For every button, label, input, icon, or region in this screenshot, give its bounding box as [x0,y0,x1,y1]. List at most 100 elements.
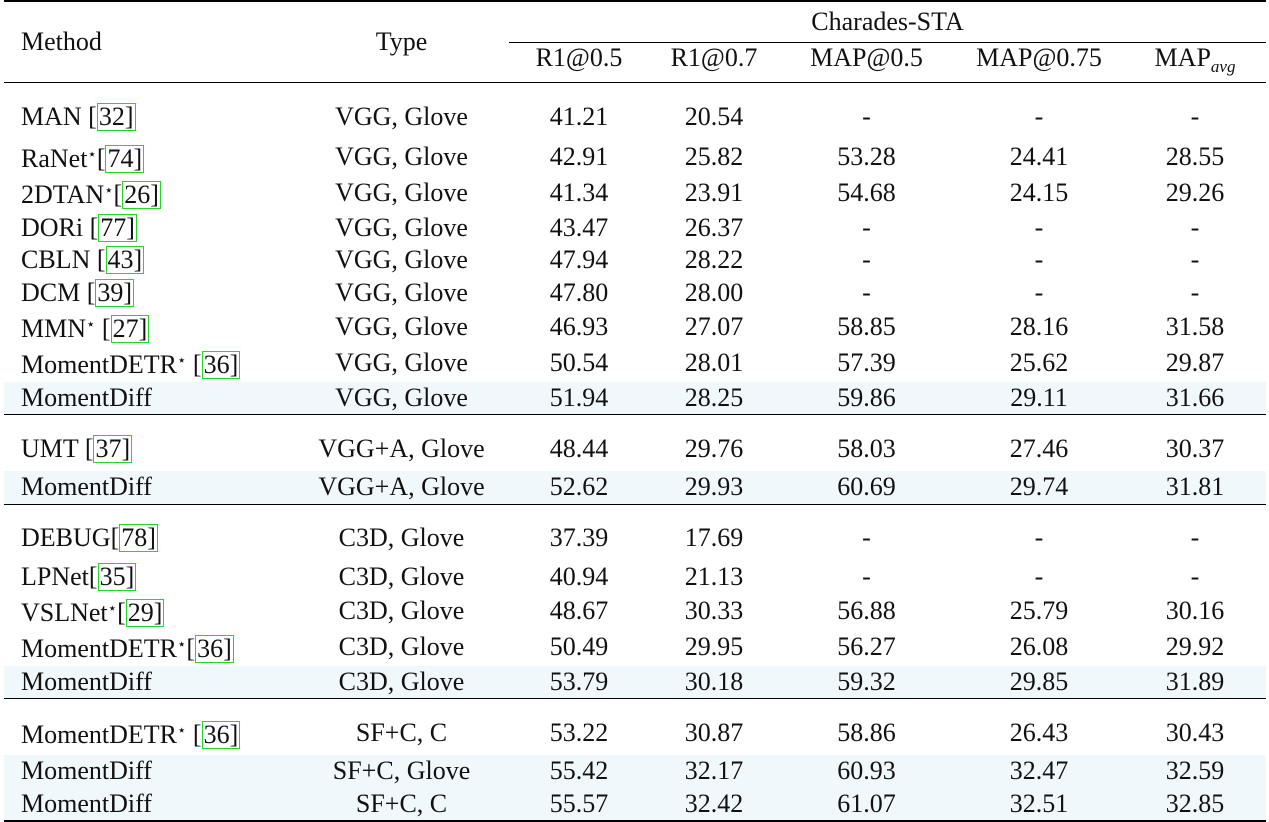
cite-close: ] [153,598,163,628]
value-cell: 50.49 [549,632,609,662]
value-cell: 31.89 [1124,665,1267,699]
value-cell: 29.93 [649,471,779,505]
citation-link[interactable]: 26] [122,180,161,210]
citation-number: 37 [95,434,122,464]
value-cell: - [1034,277,1044,307]
value-cell: 20.54 [649,82,779,139]
value-cell: 29.95 [684,632,744,662]
method-name: MMN [21,314,87,344]
value-cell: 60.69 [779,471,954,505]
method-name: MomentDETR [21,720,177,750]
citation-link[interactable]: 39] [95,278,135,307]
value-cell: 29.26 [1165,178,1225,208]
cite-close: ] [223,634,232,664]
type-cell: C3D, Glove [294,503,509,561]
value-cell: 31.58 [1165,312,1225,342]
value-cell: 29.74 [954,471,1124,505]
value-cell: 29.85 [954,665,1124,699]
table-body: MAN [32] VGG, Glove 41.21 20.54- - - RaNet⋆[74… [4,82,1267,822]
citation-link[interactable]: 77] [98,212,137,242]
table-row: MMN⋆ [27] VGG, Glove 46.93 27.07 58.85 28.16 3… [4,309,1266,345]
value-cell: 32.17 [649,755,779,788]
table-row: MomentDiff SF+C, C 55.57 32.42 61.07 32.51 32.… [4,787,1267,822]
star-marker: ⋆ [104,183,114,200]
value-cell: - [954,503,1124,561]
value-cell: - [1124,503,1267,561]
citation-link[interactable]: 43] [105,245,145,275]
value-cell: 55.57 [509,787,649,822]
citation-link[interactable]: 36] [195,634,234,664]
cite-close: ] [126,212,135,242]
value-cell: 58.85 [837,312,896,342]
citation-number: 43 [107,245,134,275]
value-cell: 50.54 [549,348,609,378]
header-dataset: Charades-STA [509,1,1267,43]
citation-link[interactable]: 74] [105,145,145,173]
value-cell: 53.79 [509,665,649,699]
value-cell: 30.16 [1165,596,1225,626]
citation-number: 77 [100,212,127,242]
citation-number: 36 [197,634,224,664]
method-name: MAN [21,101,82,131]
cite-bracket: [ [88,561,98,591]
value-cell: 30.37 [1124,414,1267,472]
type-cell: C3D, Glove [338,632,465,662]
value-cell: 40.94 [549,561,609,591]
star-marker: ⋆ [87,147,97,163]
header-metric: R1@0.7 [670,43,758,72]
value-cell: 52.62 [509,471,649,505]
citation-link[interactable]: 29] [125,598,165,628]
value-cell: 32.59 [1124,755,1267,788]
value-cell: - [862,277,871,307]
citation-link[interactable]: 37] [93,434,133,464]
value-cell: 30.43 [1124,698,1267,756]
method-cell: MomentDETR⋆ [36] [4,698,294,756]
cite-close: ] [125,561,135,591]
value-cell: 24.41 [1009,142,1069,171]
value-cell: - [1190,212,1200,242]
cite-bracket: [ [186,350,202,380]
citation-link[interactable]: 32] [96,102,136,131]
cite-bracket: [ [113,180,123,210]
citation-number: 36 [203,350,230,380]
cite-close: ] [150,180,159,210]
value-cell: 32.47 [954,755,1124,788]
type-cell: VGG, Glove [335,277,468,307]
value-cell: 60.93 [779,755,954,788]
value-cell: 46.93 [549,312,609,342]
citation-link[interactable]: 35] [97,561,137,591]
table-row: MomentDiff VGG+A, Glove 52.62 29.93 60.69 29.… [4,471,1267,505]
citation-link[interactable]: 27] [110,315,150,344]
type-cell: SF+C, Glove [294,755,509,788]
star-marker: ⋆ [86,317,96,334]
value-cell: 29.92 [1165,632,1225,662]
type-cell: VGG+A, Glove [294,414,509,472]
value-cell: - [954,82,1124,139]
method-name: MomentDETR [21,634,177,664]
type-cell: VGG, Glove [335,212,468,242]
method-cell: DCM [39] [4,277,294,309]
citation-link[interactable]: 36] [201,721,241,750]
value-cell: 54.68 [837,178,896,208]
value-cell: 51.94 [509,381,649,415]
value-cell: 26.37 [684,212,744,242]
value-cell: 53.22 [509,698,649,756]
value-cell: 32.51 [954,787,1124,822]
value-cell: 27.07 [684,312,744,342]
citation-link[interactable]: 36] [201,350,241,380]
table-header: Method Type Charades-STA R1@0.5 R1@0.7 M… [4,1,1267,83]
value-cell: 32.42 [649,787,779,822]
value-cell: 26.43 [954,698,1124,756]
cite-close: ] [229,350,239,380]
citation-link[interactable]: 78] [119,524,158,553]
cite-close: ] [133,245,143,275]
value-cell: 56.88 [837,596,896,626]
citation-number: 26 [124,180,151,210]
cite-bracket: [ [117,598,126,628]
method-name: MomentDiff [21,666,152,696]
table-row: MomentDETR⋆ [36] SF+C, C 53.22 30.87 58.86 26… [4,698,1267,756]
value-cell: 26.08 [1009,632,1069,662]
value-cell: 43.47 [549,212,609,242]
table-row: MAN [32] VGG, Glove 41.21 20.54- - - [4,82,1267,139]
method-name: MomentDiff [21,472,152,502]
